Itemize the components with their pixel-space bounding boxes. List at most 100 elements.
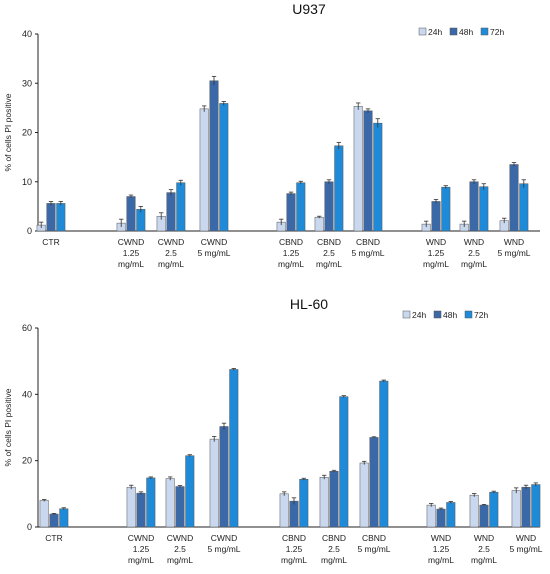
bar-24h [209,438,219,528]
x-tick-label: 1.25 [286,544,303,554]
legend-label: 24h [412,310,426,320]
x-tick-label: 1.25 [433,544,450,554]
x-tick-label: 5 mg/mL [497,248,530,258]
bar-48h [363,110,373,232]
bar-48h [469,181,479,232]
x-tick-label: CBND [322,533,346,543]
y-tick-label: 40 [22,389,32,399]
bar-24h [39,500,49,528]
legend-label: 72h [490,27,504,37]
bar-72h [219,103,229,232]
legend-label: 48h [443,310,457,320]
x-tick-label: 1.25 [283,248,300,258]
bar-72h [339,396,349,528]
x-tick-label: mg/mL [118,259,144,269]
bar-24h [314,216,324,232]
bar-72h [229,369,239,528]
bar-48h [329,471,339,528]
bar-72h [519,183,529,232]
x-tick-label: CBND [356,237,380,247]
bar-48h [521,486,531,528]
y-tick-label: 20 [22,456,32,466]
bar-72h [56,203,66,232]
bar-24h [319,477,329,528]
bar-48h [431,201,441,232]
bar-48h [436,508,446,528]
y-tick-label: 0 [27,522,32,532]
y-tick-label: 0 [27,226,32,236]
x-tick-label: CWND [201,237,227,247]
x-tick-label: WND [504,237,524,247]
bar-24h [199,108,209,232]
x-tick-label: 1.25 [133,544,150,554]
x-tick-label: 2.5 [478,544,490,554]
y-tick-label: 30 [22,78,32,88]
x-tick-label: mg/mL [316,259,342,269]
bar-72h [446,502,456,528]
bar-48h [324,181,334,232]
x-tick-label: CBND [317,237,341,247]
x-tick-label: mg/mL [321,555,347,565]
x-tick-label: mg/mL [167,555,193,565]
bar-48h [136,492,146,528]
bar-48h [126,196,136,232]
legend-swatch-72h [464,310,473,319]
x-tick-label: 2.5 [323,248,335,258]
bar-24h [353,106,363,232]
x-tick-label: 5 mg/mL [207,544,240,554]
bar-48h [49,513,59,528]
x-tick-label: mg/mL [461,259,487,269]
bar-48h [369,437,379,528]
x-tick-label: CBND [362,533,386,543]
x-tick-label: 5 mg/mL [509,544,542,554]
y-axis-label: % of cells PI positive [3,93,13,171]
x-tick-label: CWND [211,533,237,543]
x-tick-label: WND [426,237,446,247]
legend-swatch-72h [480,27,489,36]
x-tick-label: mg/mL [428,555,454,565]
bar-72h [59,508,69,528]
y-tick-label: 40 [22,29,32,39]
bar-48h [175,486,185,528]
bar-72h [479,186,489,232]
bar-72h [176,182,186,232]
x-tick-label: 2.5 [165,248,177,258]
bar-48h [286,193,296,232]
legend-label: 72h [474,310,488,320]
x-tick-label: 5 mg/mL [197,248,230,258]
x-tick-label: CBND [279,237,303,247]
legend-swatch-24h [402,310,411,319]
bar-48h [219,426,229,528]
x-tick-label: CTR [42,237,59,247]
bar-24h [279,493,289,528]
x-tick-label: mg/mL [281,555,307,565]
bar-72h [489,491,499,528]
chart-title: U937 [292,1,326,17]
legend-swatch-48h [449,27,458,36]
x-tick-label: 1.25 [428,248,445,258]
x-tick-label: WND [464,237,484,247]
bar-24h [165,478,175,528]
x-tick-label: 5 mg/mL [357,544,390,554]
bar-72h [296,182,306,232]
bar-24h [126,486,136,528]
chart-panel-0: U937 % of cells PI positive 0 10 20 30 40 CTR CW… [3,1,540,269]
bar-48h [509,164,519,232]
y-tick-label: 60 [22,323,32,333]
bar-48h [46,203,56,232]
legend-swatch-48h [433,310,442,319]
bar-72h [379,380,389,528]
x-tick-label: 2.5 [174,544,186,554]
bar-72h [146,477,156,528]
y-tick-label: 10 [22,177,32,187]
y-axis-label: % of cells PI positive [3,388,13,466]
x-tick-label: CWND [118,237,144,247]
bar-24h [359,462,369,528]
x-tick-label: CWND [158,237,184,247]
legend-label: 24h [428,27,442,37]
x-tick-label: 2.5 [328,544,340,554]
x-tick-label: mg/mL [128,555,154,565]
x-tick-label: 2.5 [468,248,480,258]
